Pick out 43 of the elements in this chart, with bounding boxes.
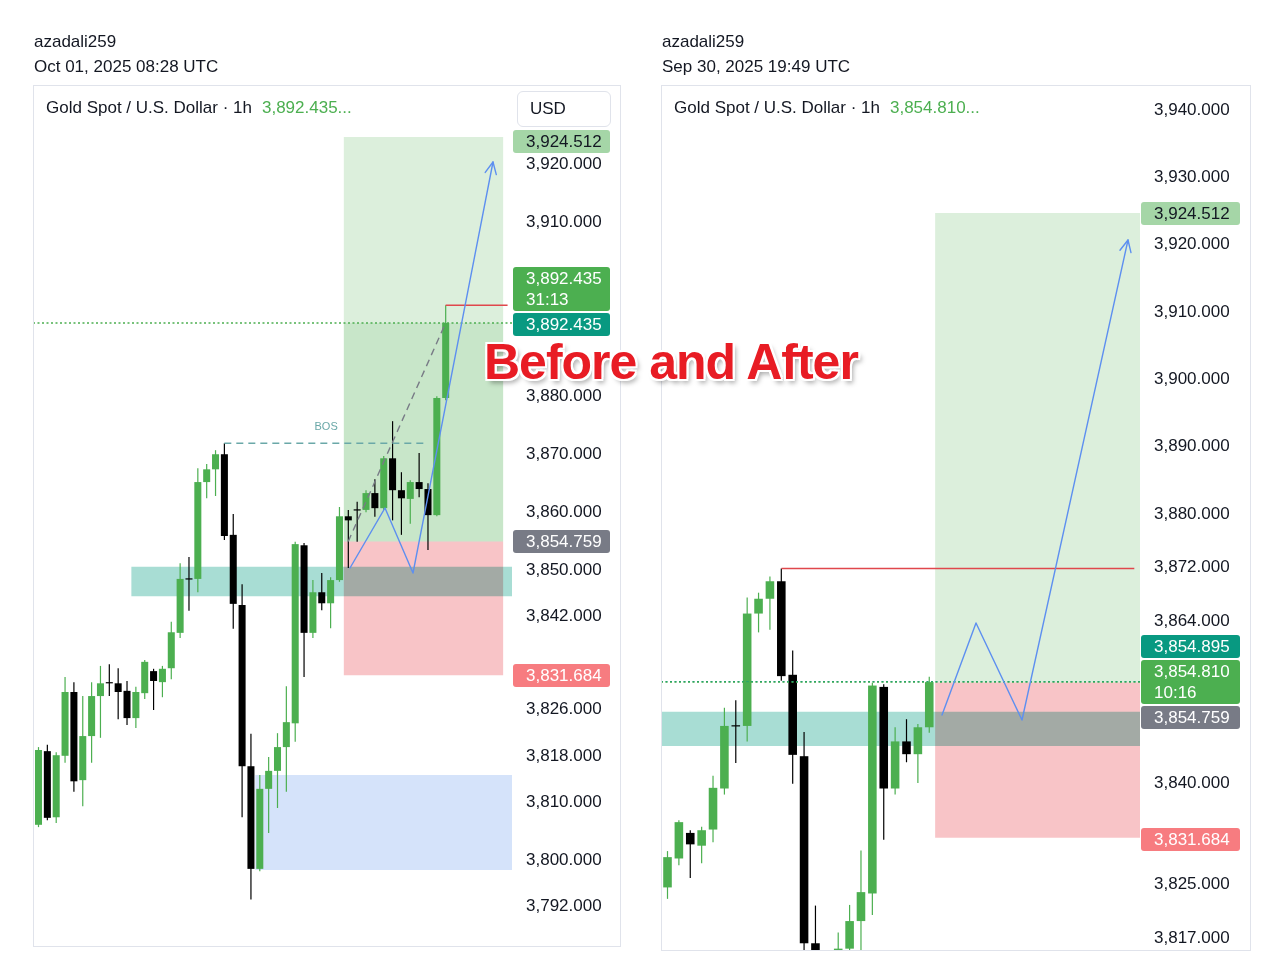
text: Sep 30, 2025 19:49 UTC	[662, 57, 851, 77]
y-tick-label: 3,900.000	[1154, 369, 1230, 389]
series-label: BOS	[313, 419, 339, 434]
text: 3,831.684	[1141, 827, 1240, 851]
text: Oct 01, 2025 08:28 UTC	[34, 57, 219, 77]
y-tick-label: 3,910.000	[1154, 301, 1230, 321]
text: 3,924.512	[1141, 201, 1240, 225]
ref-line-label: 3,854.895	[1141, 635, 1240, 659]
y-tick-label: 3,800.000	[526, 850, 602, 870]
text: 3,854.810...	[889, 98, 980, 117]
y-tick-label: 3,818.000	[526, 745, 602, 765]
text: azadali259	[662, 32, 745, 52]
y-tick-label: 3,864.000	[1154, 611, 1230, 631]
text: 3,924.512	[513, 130, 610, 153]
y-tick-label: 3,792.000	[526, 896, 602, 916]
text: 3,854.759	[513, 529, 610, 553]
y-tick-label: 3,860.000	[526, 502, 602, 522]
ref-line-label: 3,854.810 10:16	[1141, 660, 1240, 705]
text: 3,854.759	[1141, 706, 1240, 730]
y-tick-label: 3,850.000	[526, 560, 602, 580]
y-tick-label: 3,940.000	[1154, 99, 1230, 119]
y-tick-label: 3,930.000	[1154, 167, 1230, 187]
y-tick-label: 3,826.000	[526, 699, 602, 719]
text: 3,892.435...	[261, 98, 352, 117]
y-tick-label: 3,840.000	[1154, 772, 1230, 792]
text: Gold Spot / U.S. Dollar · 1h	[674, 98, 880, 117]
y-tick-label: 3,870.000	[526, 444, 602, 464]
text: azadali259	[34, 32, 117, 52]
text: 3,831.684	[513, 663, 610, 687]
y-tick-label: 3,920.000	[1154, 234, 1230, 254]
y-tick-label: 3,880.000	[1154, 503, 1230, 523]
text: Gold Spot / U.S. Dollar · 1h	[46, 98, 252, 117]
text: 3,892.435	[513, 312, 610, 336]
y-tick-label: 3,817.000	[1154, 927, 1230, 947]
y-tick-label: 3,890.000	[1154, 436, 1230, 456]
y-tick-label: 3,810.000	[526, 792, 602, 812]
ref-line-label: 3,892.435 31:13	[513, 266, 610, 311]
y-tick-label: 3,920.000	[526, 154, 602, 174]
y-tick-label: 3,910.000	[526, 212, 602, 232]
y-tick-label: 3,825.000	[1154, 873, 1230, 893]
y-axis-title: USD	[517, 91, 611, 127]
y-tick-label: 3,872.000	[1154, 557, 1230, 577]
y-tick-label: 3,842.000	[526, 606, 602, 626]
